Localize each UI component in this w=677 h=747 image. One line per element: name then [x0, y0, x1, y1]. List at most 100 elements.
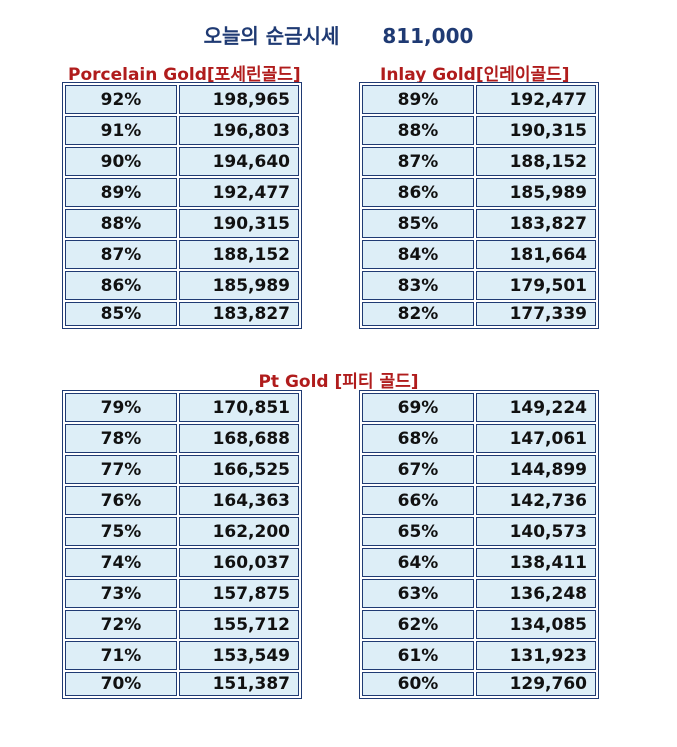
price-cell: 188,152 — [179, 240, 299, 269]
price-cell: 134,085 — [476, 610, 596, 639]
inlay-gold-title: Inlay Gold[인레이골드] — [380, 65, 570, 85]
price-cell: 166,525 — [179, 455, 299, 484]
price-cell: 170,851 — [179, 393, 299, 422]
price-cell: 157,875 — [179, 579, 299, 608]
purity-cell: 85% — [362, 209, 474, 238]
purity-cell: 84% — [362, 240, 474, 269]
table-row: 76% 164,363 — [65, 486, 299, 515]
table-row: 60% 129,760 — [362, 672, 596, 696]
table-row: 87% 188,152 — [362, 147, 596, 176]
page-title: 오늘의 순금시세 — [203, 24, 340, 48]
price-cell: 149,224 — [476, 393, 596, 422]
purity-cell: 75% — [65, 517, 177, 546]
price-cell: 183,827 — [179, 302, 299, 326]
table-row: 63% 136,248 — [362, 579, 596, 608]
purity-cell: 87% — [65, 240, 177, 269]
purity-cell: 79% — [65, 393, 177, 422]
purity-cell: 89% — [65, 178, 177, 207]
purity-cell: 73% — [65, 579, 177, 608]
table-row: 74% 160,037 — [65, 548, 299, 577]
price-cell: 160,037 — [179, 548, 299, 577]
price-cell: 179,501 — [476, 271, 596, 300]
table-row: 64% 138,411 — [362, 548, 596, 577]
table-row: 87% 188,152 — [65, 240, 299, 269]
table-row: 61% 131,923 — [362, 641, 596, 670]
price-cell: 129,760 — [476, 672, 596, 696]
price-cell: 196,803 — [179, 116, 299, 145]
table-row: 62% 134,085 — [362, 610, 596, 639]
table-row: 69% 149,224 — [362, 393, 596, 422]
purity-cell: 72% — [65, 610, 177, 639]
table-row: 88% 190,315 — [65, 209, 299, 238]
table-row: 73% 157,875 — [65, 579, 299, 608]
table-row: 89% 192,477 — [65, 178, 299, 207]
price-cell: 192,477 — [476, 85, 596, 114]
price-cell: 188,152 — [476, 147, 596, 176]
table-row: 82% 177,339 — [362, 302, 596, 326]
price-cell: 190,315 — [179, 209, 299, 238]
purity-cell: 88% — [65, 209, 177, 238]
table-row: 71% 153,549 — [65, 641, 299, 670]
price-cell: 153,549 — [179, 641, 299, 670]
purity-cell: 87% — [362, 147, 474, 176]
table-row: 79% 170,851 — [65, 393, 299, 422]
price-cell: 164,363 — [179, 486, 299, 515]
price-cell: 144,899 — [476, 455, 596, 484]
price-cell: 185,989 — [179, 271, 299, 300]
price-cell: 142,736 — [476, 486, 596, 515]
purity-cell: 88% — [362, 116, 474, 145]
gold-price: 811,000 — [382, 24, 474, 48]
table-row: 68% 147,061 — [362, 424, 596, 453]
price-cell: 183,827 — [476, 209, 596, 238]
price-cell: 198,965 — [179, 85, 299, 114]
price-cell: 181,664 — [476, 240, 596, 269]
price-cell: 138,411 — [476, 548, 596, 577]
table-row: 72% 155,712 — [65, 610, 299, 639]
table-row: 85% 183,827 — [362, 209, 596, 238]
table-row: 84% 181,664 — [362, 240, 596, 269]
price-cell: 190,315 — [476, 116, 596, 145]
table-row: 88% 190,315 — [362, 116, 596, 145]
purity-cell: 70% — [65, 672, 177, 696]
purity-cell: 78% — [65, 424, 177, 453]
price-cell: 151,387 — [179, 672, 299, 696]
table-row: 86% 185,989 — [362, 178, 596, 207]
pt-gold-table-right: 69% 149,224 68% 147,061 67% 144,899 66% 142,736… — [359, 390, 599, 699]
price-cell: 192,477 — [179, 178, 299, 207]
table-row: 67% 144,899 — [362, 455, 596, 484]
page-header: 오늘의 순금시세 811,000 — [0, 20, 677, 49]
table-row: 78% 168,688 — [65, 424, 299, 453]
purity-cell: 83% — [362, 271, 474, 300]
price-cell: 194,640 — [179, 147, 299, 176]
purity-cell: 86% — [362, 178, 474, 207]
table-row: 70% 151,387 — [65, 672, 299, 696]
price-cell: 185,989 — [476, 178, 596, 207]
purity-cell: 85% — [65, 302, 177, 326]
purity-cell: 62% — [362, 610, 474, 639]
purity-cell: 61% — [362, 641, 474, 670]
table-row: 92% 198,965 — [65, 85, 299, 114]
table-row: 90% 194,640 — [65, 147, 299, 176]
purity-cell: 82% — [362, 302, 474, 326]
table-row: 66% 142,736 — [362, 486, 596, 515]
purity-cell: 91% — [65, 116, 177, 145]
purity-cell: 86% — [65, 271, 177, 300]
purity-cell: 74% — [65, 548, 177, 577]
table-row: 65% 140,573 — [362, 517, 596, 546]
price-cell: 168,688 — [179, 424, 299, 453]
purity-cell: 67% — [362, 455, 474, 484]
purity-cell: 63% — [362, 579, 474, 608]
purity-cell: 76% — [65, 486, 177, 515]
table-row: 91% 196,803 — [65, 116, 299, 145]
table-row: 89% 192,477 — [362, 85, 596, 114]
price-cell: 140,573 — [476, 517, 596, 546]
purity-cell: 64% — [362, 548, 474, 577]
purity-cell: 71% — [65, 641, 177, 670]
purity-cell: 92% — [65, 85, 177, 114]
purity-cell: 90% — [65, 147, 177, 176]
purity-cell: 77% — [65, 455, 177, 484]
purity-cell: 66% — [362, 486, 474, 515]
table-row: 77% 166,525 — [65, 455, 299, 484]
price-cell: 155,712 — [179, 610, 299, 639]
pt-gold-table-left: 79% 170,851 78% 168,688 77% 166,525 76% 164,363… — [62, 390, 302, 699]
